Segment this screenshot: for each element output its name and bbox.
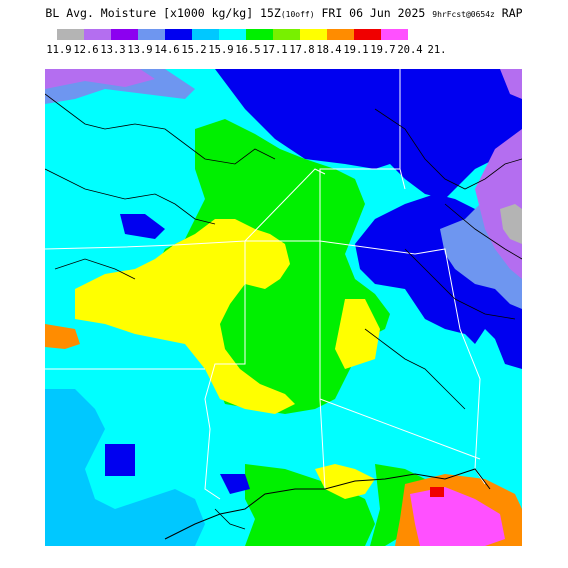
legend-label: 18.4 — [316, 44, 342, 56]
legend-swatch — [354, 29, 381, 40]
legend-label: 15.2 — [181, 44, 207, 56]
legend-label: 17.8 — [289, 44, 315, 56]
legend-swatch — [327, 29, 354, 40]
region-purple-ne — [500, 69, 522, 99]
legend-swatch — [138, 29, 165, 40]
title-forecast: 9hrFcst@0654z — [432, 10, 495, 19]
legend-label: 11.9 — [46, 44, 72, 56]
legend-label: 21. — [427, 44, 447, 56]
region-blue-patch-s — [220, 474, 250, 494]
title-tag: (10off) — [280, 10, 315, 19]
legend-swatch — [165, 29, 192, 40]
legend-swatch — [57, 29, 84, 40]
moisture-map — [45, 69, 522, 546]
legend-swatch — [381, 29, 408, 40]
legend-swatch — [246, 29, 273, 40]
region-yellow-coast — [315, 464, 375, 499]
legend-label: 17.1 — [262, 44, 288, 56]
legend-label: 15.9 — [208, 44, 234, 56]
moisture-contours — [45, 93, 522, 530]
legend-label: 13.9 — [127, 44, 153, 56]
title-date: FRI 06 Jun 2025 — [314, 6, 433, 20]
region-green-south — [245, 464, 375, 546]
region-magenta-gulf — [410, 487, 505, 546]
legend-label: 12.6 — [73, 44, 99, 56]
color-legend-bar — [57, 29, 408, 40]
region-purple-east — [475, 129, 522, 279]
legend-swatch — [219, 29, 246, 40]
region-blue-north — [45, 69, 522, 199]
region-blue-patch-nw — [120, 214, 165, 239]
region-orange-west — [45, 324, 80, 349]
legend-swatch — [300, 29, 327, 40]
legend-swatch — [111, 29, 138, 40]
legend-label: 20.4 — [397, 44, 423, 56]
legend-label: 14.6 — [154, 44, 180, 56]
region-yellow-central — [75, 219, 295, 414]
region-water-sw — [45, 389, 205, 546]
region-blue-patch-sw — [105, 444, 135, 476]
legend-label: 19.7 — [370, 44, 396, 56]
region-red-patch — [430, 487, 444, 497]
region-yellow-se — [335, 299, 380, 369]
map-title: BL Avg. Moisture [x1000 kg/kg] 15Z(10off… — [0, 6, 568, 20]
title-main: BL Avg. Moisture [x1000 kg/kg] 15Z — [45, 6, 281, 20]
region-gray-east — [500, 204, 522, 244]
legend-swatch — [192, 29, 219, 40]
legend-label: 19.1 — [343, 44, 369, 56]
title-model: RAP — [494, 6, 523, 20]
legend-label: 16.5 — [235, 44, 261, 56]
legend-swatch — [84, 29, 111, 40]
legend-label: 13.3 — [100, 44, 126, 56]
region-purple-nw — [45, 69, 155, 89]
legend-swatch — [273, 29, 300, 40]
